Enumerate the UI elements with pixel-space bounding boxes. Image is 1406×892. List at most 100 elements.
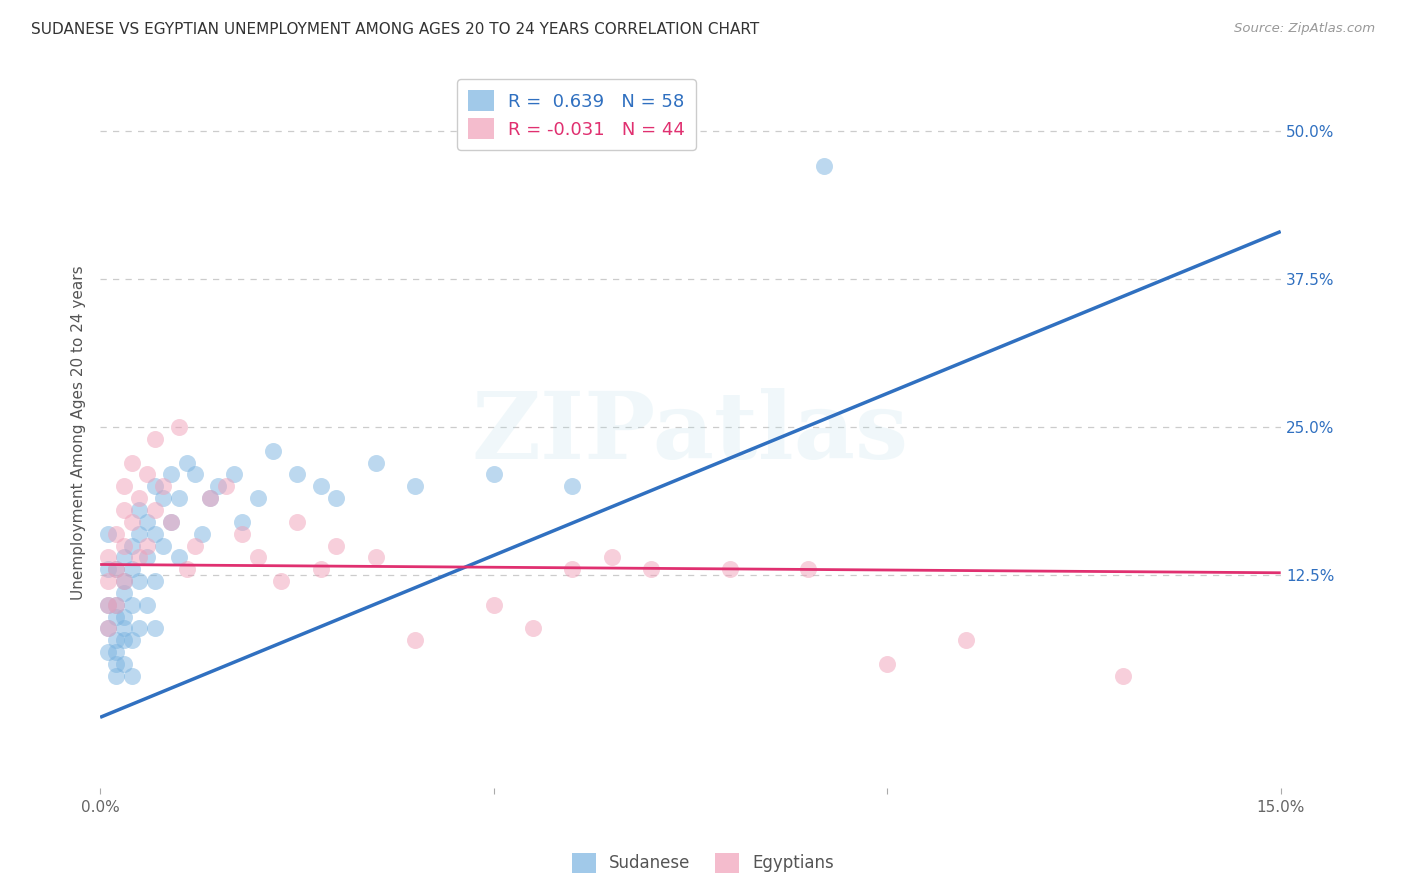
Point xyxy=(112,479,135,493)
Point xyxy=(112,586,135,600)
Point xyxy=(97,622,120,636)
Point xyxy=(160,467,183,482)
Point xyxy=(600,550,623,565)
Legend: Sudanese, Egyptians: Sudanese, Egyptians xyxy=(565,847,841,880)
Point xyxy=(143,574,166,588)
Point xyxy=(136,515,159,529)
Point xyxy=(191,526,214,541)
Point xyxy=(121,633,143,648)
Point xyxy=(561,479,583,493)
Point xyxy=(167,491,190,505)
Point xyxy=(231,515,253,529)
Point xyxy=(183,467,205,482)
Point xyxy=(152,479,174,493)
Point xyxy=(309,479,332,493)
Point xyxy=(325,539,347,553)
Point xyxy=(285,515,308,529)
Point xyxy=(246,491,269,505)
Point xyxy=(112,657,135,671)
Point xyxy=(128,622,150,636)
Point xyxy=(121,515,143,529)
Point xyxy=(136,598,159,612)
Point xyxy=(482,467,505,482)
Legend: R =  0.639   N = 58, R = -0.031   N = 44: R = 0.639 N = 58, R = -0.031 N = 44 xyxy=(457,79,696,150)
Point xyxy=(121,669,143,683)
Point xyxy=(112,550,135,565)
Point xyxy=(640,562,662,576)
Point xyxy=(128,491,150,505)
Point xyxy=(152,491,174,505)
Point xyxy=(121,598,143,612)
Point xyxy=(561,562,583,576)
Point xyxy=(136,467,159,482)
Point xyxy=(112,609,135,624)
Y-axis label: Unemployment Among Ages 20 to 24 years: Unemployment Among Ages 20 to 24 years xyxy=(72,266,86,600)
Point xyxy=(104,633,127,648)
Point xyxy=(104,645,127,659)
Point xyxy=(97,526,120,541)
Point xyxy=(797,562,820,576)
Point xyxy=(231,526,253,541)
Point xyxy=(143,503,166,517)
Text: ZIPatlas: ZIPatlas xyxy=(472,388,910,478)
Point xyxy=(522,622,544,636)
Point xyxy=(104,657,127,671)
Text: SUDANESE VS EGYPTIAN UNEMPLOYMENT AMONG AGES 20 TO 24 YEARS CORRELATION CHART: SUDANESE VS EGYPTIAN UNEMPLOYMENT AMONG … xyxy=(31,22,759,37)
Point xyxy=(104,669,127,683)
Point xyxy=(112,633,135,648)
Point xyxy=(128,526,150,541)
Point xyxy=(143,432,166,446)
Point xyxy=(160,515,183,529)
Point xyxy=(136,539,159,553)
Point xyxy=(167,550,190,565)
Point xyxy=(121,539,143,553)
Point xyxy=(97,574,120,588)
Point xyxy=(104,526,127,541)
Point xyxy=(176,456,198,470)
Point xyxy=(285,467,308,482)
Point xyxy=(955,633,977,648)
Point xyxy=(160,515,183,529)
Point xyxy=(309,562,332,576)
Point xyxy=(121,456,143,470)
Point xyxy=(207,479,229,493)
Point xyxy=(97,598,120,612)
Point xyxy=(104,562,127,576)
Point xyxy=(97,562,120,576)
Point xyxy=(97,622,120,636)
Point xyxy=(270,574,292,588)
Point xyxy=(152,539,174,553)
Point xyxy=(364,550,387,565)
Point xyxy=(97,550,120,565)
Point xyxy=(104,609,127,624)
Point xyxy=(136,550,159,565)
Point xyxy=(813,159,835,173)
Point xyxy=(121,562,143,576)
Point xyxy=(200,491,222,505)
Point xyxy=(176,562,198,576)
Point xyxy=(482,598,505,612)
Point xyxy=(112,539,135,553)
Point xyxy=(222,467,245,482)
Point xyxy=(112,574,135,588)
Point xyxy=(128,574,150,588)
Text: Source: ZipAtlas.com: Source: ZipAtlas.com xyxy=(1234,22,1375,36)
Point xyxy=(143,622,166,636)
Point xyxy=(246,550,269,565)
Point xyxy=(104,598,127,612)
Point xyxy=(97,645,120,659)
Point xyxy=(128,550,150,565)
Point xyxy=(876,657,898,671)
Point xyxy=(112,622,135,636)
Point xyxy=(364,456,387,470)
Point xyxy=(97,598,120,612)
Point xyxy=(112,503,135,517)
Point xyxy=(215,479,238,493)
Point xyxy=(128,503,150,517)
Point xyxy=(404,633,426,648)
Point xyxy=(143,479,166,493)
Point xyxy=(183,539,205,553)
Point xyxy=(325,491,347,505)
Point xyxy=(1112,669,1135,683)
Point xyxy=(112,574,135,588)
